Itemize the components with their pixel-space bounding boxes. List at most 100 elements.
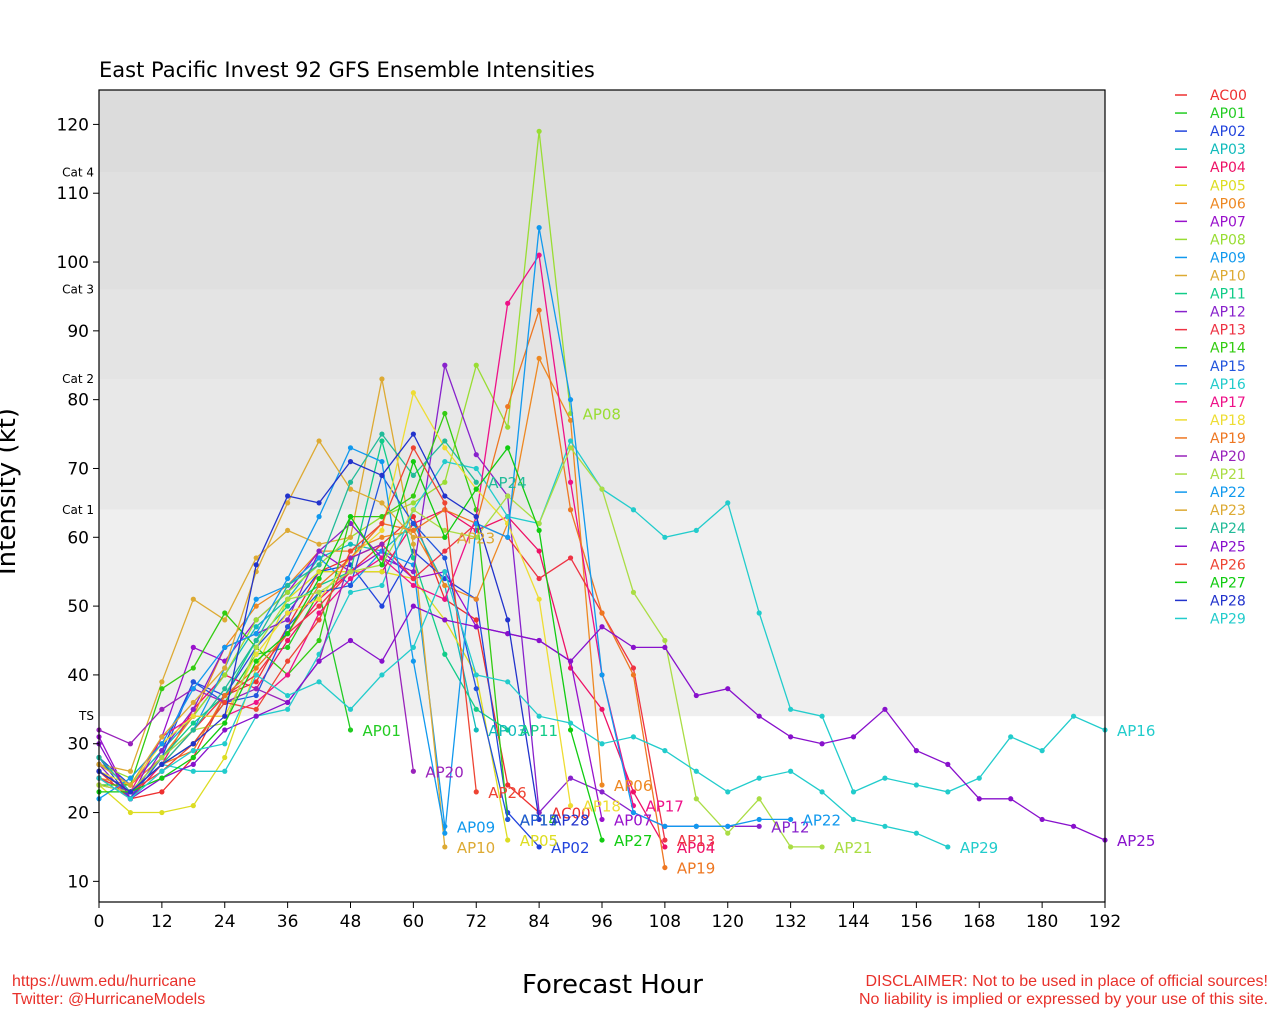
legend-entry: AP23 (1210, 503, 1246, 519)
twitter-handle[interactable]: Twitter: @HurricaneModels (12, 991, 205, 1009)
legend-entry: AP29 (1210, 611, 1246, 627)
x-tick-label: 72 (465, 912, 487, 932)
series-point (316, 617, 321, 622)
legend-entry: AP02 (1210, 124, 1246, 140)
x-tick-label: 36 (277, 912, 299, 932)
series-point (914, 748, 919, 753)
series-end-label: AP29 (960, 839, 998, 857)
series-point (442, 500, 447, 505)
series-point (631, 665, 636, 670)
series-point (694, 796, 699, 801)
series-point (191, 707, 196, 712)
legend-entry: AP15 (1210, 359, 1246, 375)
series-point (945, 762, 950, 767)
x-tick-label: 132 (774, 912, 806, 932)
series-point (411, 390, 416, 395)
series-point (254, 631, 259, 636)
series-point (285, 700, 290, 705)
series-end-label: AP20 (425, 763, 463, 781)
chart-title: East Pacific Invest 92 GFS Ensemble Inte… (99, 58, 595, 82)
series-point (662, 837, 667, 842)
series-point (222, 741, 227, 746)
series-point (222, 769, 227, 774)
series-point (159, 741, 164, 746)
series-point (568, 445, 573, 450)
series-point (222, 693, 227, 698)
series-point (819, 714, 824, 719)
series-point (505, 617, 510, 622)
series-point (379, 659, 384, 664)
band-2 (99, 290, 1105, 379)
website-link[interactable]: https://uwm.edu/hurricane (12, 973, 205, 991)
series-point (316, 542, 321, 547)
series-point (1008, 796, 1013, 801)
series-point (128, 776, 133, 781)
series-end-label: AP09 (457, 818, 495, 836)
series-end-label: AP27 (614, 832, 652, 850)
series-point (505, 535, 510, 540)
series-point (285, 672, 290, 677)
series-point (128, 789, 133, 794)
x-tick-label: 0 (94, 912, 105, 932)
series-point (222, 700, 227, 705)
series-point (411, 493, 416, 498)
y-tick-label: 90 (67, 322, 89, 342)
series-point (411, 583, 416, 588)
series-point (662, 824, 667, 829)
legend-entry: AP16 (1210, 377, 1246, 393)
series-point (505, 404, 510, 409)
series-point (568, 438, 573, 443)
series-point (631, 645, 636, 650)
category-band-labels: TS Cat 1 Cat 2 Cat 3 Cat 4 (62, 166, 94, 724)
series-point (442, 493, 447, 498)
series-point (191, 748, 196, 753)
series-point (725, 831, 730, 836)
y-tick-label: 110 (57, 184, 89, 204)
series-point (945, 789, 950, 794)
series-point (191, 686, 196, 691)
legend-entry: AP22 (1210, 485, 1246, 501)
series-point (474, 672, 479, 677)
legend-entry: AP24 (1210, 521, 1246, 537)
series-point (191, 679, 196, 684)
series-point (379, 583, 384, 588)
series-point (285, 624, 290, 629)
series-point (474, 617, 479, 622)
series-point (379, 569, 384, 574)
series-point (285, 631, 290, 636)
series-point (159, 769, 164, 774)
series-point (379, 672, 384, 677)
series-point (442, 844, 447, 849)
series-point (222, 617, 227, 622)
series-point (379, 438, 384, 443)
series-point (505, 837, 510, 842)
footer-links: https://uwm.edu/hurricane Twitter: @Hurr… (12, 973, 205, 1009)
series-point (474, 466, 479, 471)
series-point (945, 844, 950, 849)
series-point (379, 431, 384, 436)
series-point (599, 782, 604, 787)
series-point (662, 638, 667, 643)
series-point (694, 693, 699, 698)
series-end-label: AP08 (583, 405, 621, 423)
series-point (159, 810, 164, 815)
series-point (254, 624, 259, 629)
series-point (222, 686, 227, 691)
series-point (757, 796, 762, 801)
series-point (411, 459, 416, 464)
disclaimer-line-2: No liability is implied or expressed by … (859, 991, 1268, 1009)
y-tick-label: 20 (67, 804, 89, 824)
series-point (1040, 748, 1045, 753)
y-tick-label: 80 (67, 391, 89, 411)
series-point (159, 707, 164, 712)
series-point (474, 487, 479, 492)
band-label: Cat 3 (62, 283, 94, 297)
series-point (348, 445, 353, 450)
series-point (442, 831, 447, 836)
series-point (411, 445, 416, 450)
series-end-label: AP05 (520, 832, 558, 850)
series-point (379, 528, 384, 533)
series-point (128, 782, 133, 787)
series-point (411, 542, 416, 547)
legend-entry: AP14 (1210, 341, 1246, 357)
